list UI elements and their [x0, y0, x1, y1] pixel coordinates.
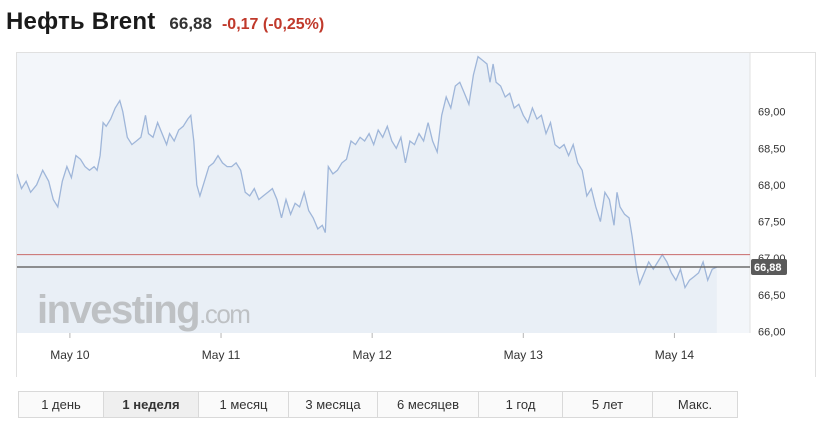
y-tick-label: 66,00	[758, 327, 786, 339]
timeframe-1-month[interactable]: 1 месяц	[199, 392, 289, 417]
timeframe-3-months[interactable]: 3 месяца	[289, 392, 378, 417]
timeframe-6-months[interactable]: 6 месяцев	[378, 392, 479, 417]
current-price-tag-bg	[751, 259, 787, 276]
instrument-header: Нефть Brent 66,88 -0,17 (-0,25%)	[6, 8, 324, 40]
watermark-text: investing	[37, 288, 199, 332]
y-tick-label: 66,50	[758, 290, 786, 302]
y-tick-label: 69,00	[758, 107, 786, 119]
price-change: -0,17 (-0,25%)	[221, 16, 325, 33]
y-tick-label: 68,00	[758, 180, 786, 192]
timeframe-1-year[interactable]: 1 год	[479, 392, 563, 417]
x-tick-label: May 13	[504, 348, 544, 362]
x-axis: May 10 May 11 May 12 May 13 May 14	[50, 333, 694, 362]
svg-text:investing.com: investing.com	[37, 288, 249, 332]
timeframe-1-week[interactable]: 1 неделя	[104, 392, 199, 417]
y-tick-label: 68,50	[758, 143, 786, 155]
current-price-tag: 66,88	[751, 259, 787, 276]
investing-watermark: investing.com	[37, 288, 251, 332]
timeframe-1-day[interactable]: 1 день	[19, 392, 104, 417]
x-tick-label: May 12	[352, 348, 392, 362]
last-price: 66,88	[169, 14, 212, 33]
price-line	[16, 55, 718, 290]
watermark-suffix: .com	[199, 299, 249, 329]
y-tick-label: 67,50	[758, 217, 786, 229]
x-tick-label: May 10	[50, 348, 90, 362]
timeframe-selector: 1 день 1 неделя 1 месяц 3 месяца 6 месяц…	[18, 391, 738, 418]
price-chart[interactable]: investing.com 66,0066,5067,0067,5068,006…	[16, 53, 815, 378]
current-price-label: 66,88	[754, 262, 782, 274]
chart-panel: investing.com 66,0066,5067,0067,5068,006…	[16, 52, 816, 377]
x-tick-label: May 11	[202, 348, 241, 362]
instrument-title: Нефть Brent	[6, 8, 156, 35]
x-tick-label: May 14	[655, 348, 695, 362]
timeframe-max[interactable]: Макс.	[653, 392, 737, 417]
timeframe-5-years[interactable]: 5 лет	[563, 392, 653, 417]
